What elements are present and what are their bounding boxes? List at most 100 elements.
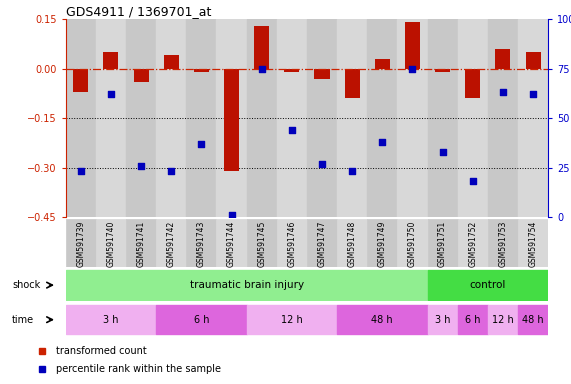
Bar	[134, 69, 148, 82]
Text: 6 h: 6 h	[194, 314, 209, 325]
Bar	[73, 69, 89, 92]
Bar	[496, 49, 510, 69]
Text: 3 h: 3 h	[103, 314, 119, 325]
Bar	[307, 219, 337, 267]
Text: GSM591742: GSM591742	[167, 220, 176, 266]
Text: GSM591747: GSM591747	[317, 220, 327, 267]
Text: percentile rank within the sample: percentile rank within the sample	[57, 364, 222, 374]
Point	[197, 141, 206, 147]
Bar	[465, 69, 480, 98]
Bar	[224, 69, 239, 171]
Bar	[367, 219, 397, 267]
Text: GSM591740: GSM591740	[106, 220, 115, 267]
Bar	[518, 19, 548, 217]
Bar	[525, 52, 541, 69]
Point	[106, 91, 115, 98]
Text: 12 h: 12 h	[281, 314, 303, 325]
Bar	[435, 69, 450, 72]
Bar	[337, 219, 367, 267]
Bar	[164, 55, 179, 69]
Bar	[277, 219, 307, 267]
Text: shock: shock	[12, 280, 40, 290]
Bar	[126, 219, 156, 267]
Text: 48 h: 48 h	[372, 314, 393, 325]
Bar	[186, 19, 216, 217]
Bar	[216, 19, 247, 217]
Point	[468, 178, 477, 184]
Bar	[156, 219, 186, 267]
Bar	[66, 305, 156, 334]
Text: time: time	[12, 314, 34, 325]
Point	[317, 161, 327, 167]
Text: GSM591754: GSM591754	[529, 220, 537, 267]
Text: GSM591748: GSM591748	[348, 220, 357, 266]
Bar	[156, 305, 247, 334]
Point	[498, 89, 508, 96]
Bar	[66, 19, 96, 217]
Bar	[307, 19, 337, 217]
Bar	[194, 69, 209, 72]
Point	[167, 169, 176, 175]
Bar	[96, 19, 126, 217]
Text: GSM591750: GSM591750	[408, 220, 417, 267]
Bar	[518, 219, 548, 267]
Bar	[247, 19, 277, 217]
Text: GSM591743: GSM591743	[197, 220, 206, 267]
Text: GSM591746: GSM591746	[287, 220, 296, 267]
Bar	[518, 305, 548, 334]
Bar	[156, 19, 186, 217]
Point	[529, 91, 538, 98]
Text: control: control	[470, 280, 506, 290]
Bar	[488, 19, 518, 217]
Bar	[428, 305, 458, 334]
Bar	[375, 59, 390, 69]
Point	[378, 139, 387, 145]
Bar	[458, 305, 488, 334]
Text: 3 h: 3 h	[435, 314, 451, 325]
Bar	[458, 219, 488, 267]
Bar	[96, 219, 126, 267]
Bar	[428, 270, 548, 300]
Text: 6 h: 6 h	[465, 314, 481, 325]
Point	[438, 149, 447, 155]
Bar	[458, 19, 488, 217]
Bar	[315, 69, 329, 79]
Point	[227, 212, 236, 218]
Text: GSM591741: GSM591741	[136, 220, 146, 266]
Bar	[337, 305, 428, 334]
Point	[257, 66, 266, 72]
Bar	[126, 19, 156, 217]
Bar	[216, 219, 247, 267]
Bar	[397, 219, 428, 267]
Text: GSM591749: GSM591749	[378, 220, 387, 267]
Point	[287, 127, 296, 133]
Point	[136, 162, 146, 169]
Text: transformed count: transformed count	[57, 346, 147, 356]
Bar	[284, 69, 299, 72]
Bar	[337, 19, 367, 217]
Bar	[428, 19, 458, 217]
Bar	[277, 19, 307, 217]
Text: GSM591751: GSM591751	[438, 220, 447, 266]
Bar	[247, 219, 277, 267]
Bar	[103, 52, 118, 69]
Point	[76, 169, 85, 175]
Bar	[254, 26, 269, 69]
Text: GSM591745: GSM591745	[257, 220, 266, 267]
Text: 12 h: 12 h	[492, 314, 514, 325]
Bar	[405, 23, 420, 69]
Bar	[186, 219, 216, 267]
Bar	[488, 305, 518, 334]
Text: GSM591739: GSM591739	[77, 220, 85, 267]
Text: GSM591752: GSM591752	[468, 220, 477, 266]
Bar	[66, 219, 96, 267]
Bar	[66, 270, 428, 300]
Text: GSM591744: GSM591744	[227, 220, 236, 267]
Bar	[367, 19, 397, 217]
Text: traumatic brain injury: traumatic brain injury	[190, 280, 304, 290]
Text: GSM591753: GSM591753	[498, 220, 508, 267]
Bar	[488, 219, 518, 267]
Bar	[428, 219, 458, 267]
Text: 48 h: 48 h	[522, 314, 544, 325]
Bar	[397, 19, 428, 217]
